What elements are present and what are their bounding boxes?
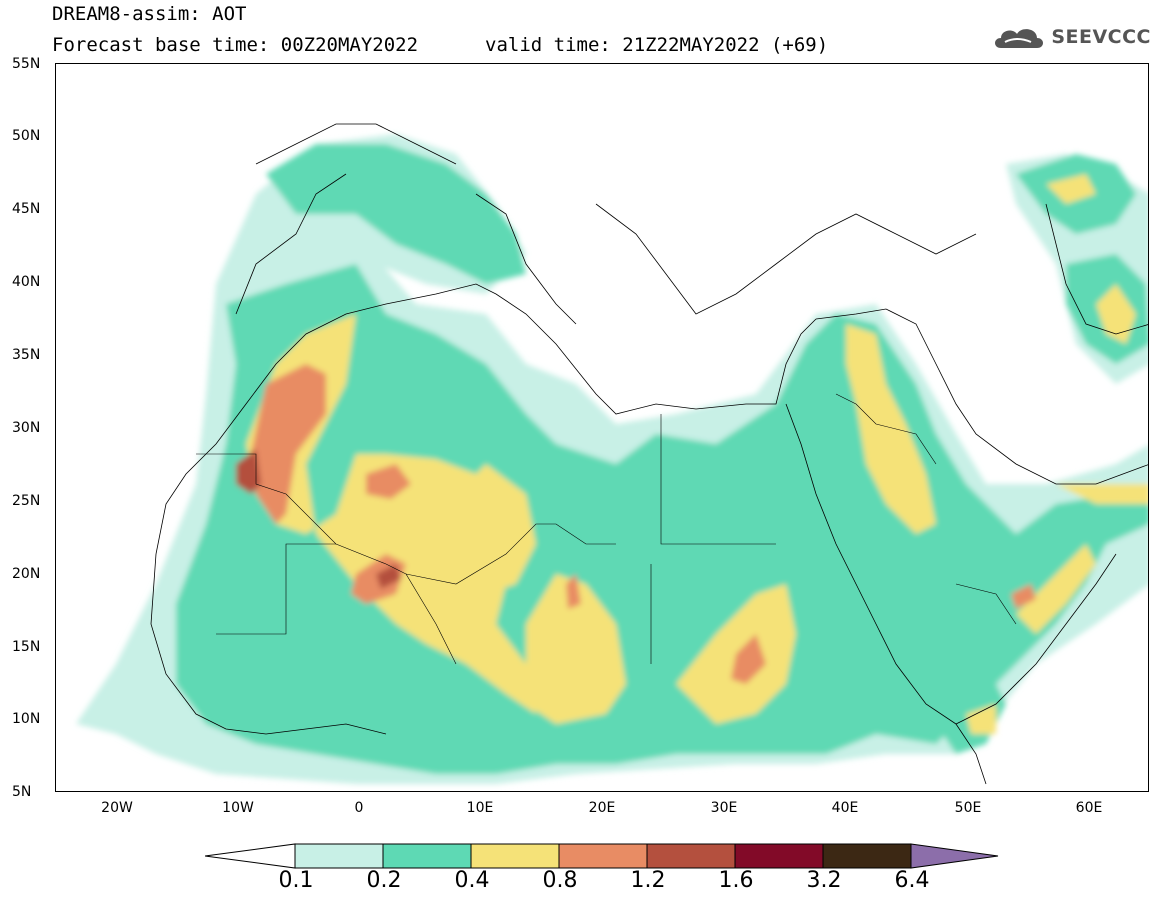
colorbar-swatch-6 [734, 843, 824, 869]
lon-label-30e: 30E [710, 800, 738, 816]
map-title: DREAM8-assim: AOT [52, 3, 247, 25]
lat-label-30n: 30N [12, 420, 41, 436]
colorbar-label-1.2: 1.2 [630, 868, 666, 893]
lat-label-25n: 25N [12, 493, 41, 509]
lon-label-10e: 10E [466, 800, 494, 816]
forecast-base-time: Forecast base time: 00Z20MAY2022 [52, 34, 419, 56]
colorbar-swatch-1 [294, 843, 384, 869]
colorbar-arrow-low [204, 843, 296, 869]
lat-label-5n: 5N [12, 784, 32, 800]
lon-label-10w: 10W [222, 800, 254, 816]
logo-text: SEEVCCC [1051, 26, 1151, 48]
valid-time: valid time: 21Z22MAY2022 (+69) [485, 34, 829, 56]
aot-map [76, 123, 1148, 785]
colorbar-swatch-5 [646, 843, 736, 869]
colorbar-swatch-4 [558, 843, 648, 869]
aot-contours [76, 134, 1148, 784]
seevccc-logo: SEEVCCC [991, 24, 1151, 50]
colorbar-swatches [204, 843, 999, 869]
colorbar-label-0.2: 0.2 [366, 868, 402, 893]
lon-label-20e: 20E [588, 800, 616, 816]
lon-label-0: 0 [354, 800, 364, 816]
colorbar-label-3.2: 3.2 [806, 868, 842, 893]
cloud-icon [995, 29, 1044, 48]
map-area [55, 63, 1149, 792]
lat-label-35n: 35N [12, 347, 41, 363]
lat-label-40n: 40N [12, 274, 41, 290]
colorbar-label-0.8: 0.8 [542, 868, 578, 893]
lon-label-20w: 20W [101, 800, 133, 816]
lat-label-10n: 10N [12, 711, 41, 727]
lat-label-45n: 45N [12, 201, 41, 217]
colorbar-label-0.4: 0.4 [454, 868, 490, 893]
colorbar-label-0.1: 0.1 [278, 868, 314, 893]
lat-label-15n: 15N [12, 639, 41, 655]
lon-label-40e: 40E [831, 800, 859, 816]
colorbar-label-6.4: 6.4 [894, 868, 930, 893]
lat-label-50n: 50N [12, 128, 41, 144]
lat-label-20n: 20N [12, 566, 41, 582]
lon-label-60e: 60E [1075, 800, 1103, 816]
colorbar-label-1.6: 1.6 [718, 868, 754, 893]
coastlines [150, 123, 1148, 785]
colorbar-swatch-3 [470, 843, 560, 869]
lon-label-50e: 50E [954, 800, 982, 816]
colorbar-swatch-7 [822, 843, 912, 869]
lat-label-55n: 55N [12, 56, 41, 72]
colorbar [204, 843, 1000, 873]
country-borders [196, 393, 1017, 665]
colorbar-arrow-high [910, 843, 999, 869]
colorbar-swatch-2 [382, 843, 472, 869]
